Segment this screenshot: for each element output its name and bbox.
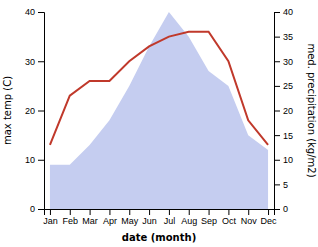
tick: 30	[274, 57, 293, 67]
tick: May	[121, 209, 139, 226]
tick-label: 30	[25, 57, 35, 67]
tick: Aug	[181, 209, 197, 226]
area	[50, 12, 268, 209]
tick-mark	[209, 209, 210, 215]
tick: 25	[274, 81, 293, 91]
tick-label: Nov	[241, 216, 258, 226]
axis-line	[275, 13, 281, 210]
tick: Feb	[63, 209, 79, 226]
tick-label: May	[121, 216, 139, 226]
x-axis: Jan FebMar Apr MayJun Jul Aug Sep Oct NovDec	[43, 209, 277, 226]
tick-mark	[38, 160, 44, 161]
tick-label: Jul	[164, 216, 176, 226]
tick-label: Apr	[103, 216, 117, 226]
tick-mark	[274, 37, 280, 38]
tick-label: 10	[25, 155, 35, 165]
tick-label: 30	[283, 57, 293, 67]
tick-label: 20	[25, 106, 35, 116]
tick-label: Aug	[181, 216, 197, 226]
tick-mark	[274, 135, 280, 136]
tick-mark	[50, 209, 51, 215]
tick-label: 25	[283, 81, 293, 91]
tick: 40	[25, 7, 44, 17]
y-axis: 0 10 20 30 40	[25, 7, 45, 214]
tick-label: Jun	[142, 216, 157, 226]
tick-label: 40	[25, 7, 35, 17]
tick-label: 40	[283, 7, 293, 17]
tick-mark	[274, 61, 280, 62]
tick: 5	[274, 180, 288, 190]
tick-label: 10	[283, 155, 293, 165]
tick-mark	[109, 209, 110, 215]
tick-label: Feb	[63, 216, 79, 226]
tick-mark	[274, 111, 280, 112]
tick: Jun	[142, 209, 157, 226]
tick-mark	[129, 209, 130, 215]
tick-mark	[149, 209, 150, 215]
tick: Apr	[103, 209, 117, 226]
tick-mark	[274, 184, 280, 185]
tick-mark	[169, 209, 170, 215]
y2-axis-title: med. precipitation (kg/m2)	[306, 43, 317, 177]
tick: 20	[25, 106, 44, 116]
tick-mark	[90, 209, 91, 215]
chart: Jan FebMar Apr MayJun Jul Aug Sep Oct NovDec 0 10 2…	[0, 0, 318, 247]
x-axis-title: date (month)	[122, 232, 196, 243]
tick: 10	[274, 155, 293, 165]
tick-label: 0	[283, 204, 288, 214]
tick-mark	[38, 12, 44, 13]
axis-line	[38, 13, 45, 210]
tick: Sep	[201, 209, 217, 226]
tick-label: Dec	[261, 216, 278, 226]
tick: 20	[274, 106, 293, 116]
tick-mark	[228, 209, 229, 215]
tick: Nov	[241, 209, 258, 226]
tick-mark	[248, 209, 249, 215]
tick-mark	[274, 86, 280, 87]
tick-label: Sep	[201, 216, 217, 226]
axis-line	[45, 210, 275, 216]
tick: Jul	[164, 209, 176, 226]
tick: 10	[25, 155, 44, 165]
line	[50, 32, 268, 145]
tick: Mar	[82, 209, 98, 226]
tick-mark	[70, 209, 71, 215]
tick-mark	[38, 111, 44, 112]
tick: 15	[274, 131, 293, 141]
tick-label: 15	[283, 131, 293, 141]
tick-label: 20	[283, 106, 293, 116]
tick: Jan	[43, 209, 58, 226]
tick-mark	[274, 12, 280, 13]
tick: 35	[274, 32, 293, 42]
tick: Oct	[222, 209, 237, 226]
tick-mark	[274, 160, 280, 161]
plot: Jan FebMar Apr MayJun Jul Aug Sep Oct NovDec 0 10 2…	[25, 7, 293, 226]
tick: 40	[274, 7, 293, 17]
tick-mark	[38, 61, 44, 62]
tick: 30	[25, 57, 44, 67]
tick-label: Oct	[222, 216, 237, 226]
y2-axis: 0 5 10 15 20 25 30 35 40	[274, 7, 293, 214]
tick-label: Mar	[82, 216, 98, 226]
tick: Dec	[261, 209, 278, 226]
tick: 0	[30, 204, 44, 214]
tick: 0	[274, 204, 288, 214]
tick-label: 0	[30, 204, 35, 214]
tick-mark	[268, 209, 269, 215]
tick-label: 35	[283, 32, 293, 42]
tick-label: Jan	[43, 216, 58, 226]
y-axis-title: max temp (C)	[2, 76, 13, 145]
tick-label: 5	[283, 180, 288, 190]
tick-mark	[274, 209, 280, 210]
tick-mark	[38, 209, 44, 210]
marks	[50, 12, 268, 209]
tick-mark	[189, 209, 190, 215]
